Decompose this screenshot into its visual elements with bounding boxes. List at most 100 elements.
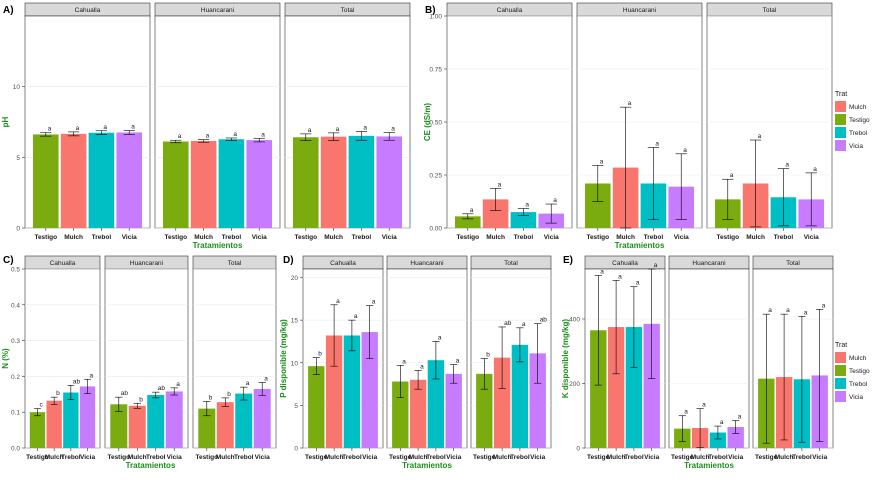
significance-letter: a <box>720 419 724 426</box>
y-axis-title: CE (dS/m) <box>423 103 432 142</box>
bar-vicia <box>361 332 378 448</box>
x-axis-title: Tratamientos <box>402 461 452 470</box>
x-tick-label: Vicia <box>255 454 270 461</box>
significance-letter: a <box>372 299 376 306</box>
bar-trebol <box>218 139 245 228</box>
x-tick-label: Mulch <box>45 454 64 461</box>
significance-letter: a <box>822 302 826 309</box>
x-tick-label: Mulch <box>409 454 428 461</box>
legend-swatch-trebol <box>835 378 846 389</box>
legend-item-label: Testigo <box>849 117 870 124</box>
x-tick-label: Mulch <box>691 454 710 461</box>
x-tick-label: Trebol <box>644 234 664 241</box>
y-tick-label: 0.0 <box>11 446 20 453</box>
x-tick-label: Mulch <box>194 234 213 241</box>
x-tick-label: Testigo <box>294 234 317 241</box>
legend-swatch-mulch <box>835 352 846 363</box>
x-tick-label: Vicia <box>122 234 137 241</box>
bar-vicia <box>79 386 96 448</box>
x-axis-title: Tratamientos <box>684 461 734 470</box>
x-tick-label: Vicia <box>728 454 743 461</box>
significance-letter: a <box>233 131 237 138</box>
x-tick-label: Vicia <box>167 454 182 461</box>
significance-letter: b <box>318 351 322 358</box>
facet-strip-label: Huancarani <box>410 260 443 267</box>
bar-trebol <box>147 395 165 448</box>
facet-huancarani: Huancarani a Testigo a Mulch a Trebol a Vicia <box>154 2 281 241</box>
significance-letter: a <box>525 201 529 208</box>
bar-trebol <box>348 135 375 228</box>
significance-letter: a <box>813 166 817 173</box>
chart-C: C) 0.0 0.1 0.2 0.3 0.4 0.5 N (%) Cahualla c Testig… <box>1 255 277 470</box>
significance-letter: a <box>498 181 502 188</box>
x-tick-label: Testigo <box>755 454 778 461</box>
significance-letter: a <box>786 307 790 314</box>
significance-letter: a <box>618 273 622 280</box>
bar-trebol <box>88 132 115 228</box>
significance-letter: a <box>48 126 52 133</box>
x-tick-label: Mulch <box>216 454 235 461</box>
legend-item-label: Trebol <box>849 130 868 137</box>
x-tick-label: Trebol <box>146 454 166 461</box>
legend-item-label: Vicia <box>849 143 863 150</box>
y-axis-title: K disponible (mg/kg) <box>561 319 570 398</box>
facet-strip-label: Huancarani <box>692 260 725 267</box>
significance-letter: a <box>785 162 789 169</box>
significance-letter: a <box>768 307 772 314</box>
bar-vicia <box>727 427 744 448</box>
significance-letter: c <box>39 402 43 409</box>
significance-letter: a <box>738 414 742 421</box>
legend-swatch-testigo <box>835 114 846 125</box>
y-axis-title: pH <box>1 116 10 127</box>
x-tick-label: Mulch <box>775 454 794 461</box>
facet-total: Total b Testigo ab Mulch a Trebol ab Vicia <box>470 255 552 461</box>
x-tick-label: Vicia <box>252 234 267 241</box>
legend-title: Trat <box>835 342 847 349</box>
significance-letter: a <box>730 172 734 179</box>
x-tick-label: Vicia <box>812 454 827 461</box>
bar-testigo <box>392 381 409 448</box>
x-tick-label: Mulch <box>64 234 83 241</box>
panel-label: D) <box>283 255 294 266</box>
facet-cahualla: Cahualla b Testigo a Mulch a Trebol a Vicia <box>302 255 384 461</box>
bar-mulch <box>128 405 146 448</box>
facet-total: Total a Testigo a Mulch a Trebol a Vicia <box>752 255 834 461</box>
bar-vicia <box>246 140 273 228</box>
bar-vicia <box>445 373 462 448</box>
bar-trebol <box>625 327 643 448</box>
x-tick-label: Testigo <box>473 454 496 461</box>
panel-label: A) <box>3 5 14 16</box>
significance-letter: a <box>391 126 395 133</box>
facet-huancarani: Huancarani a Testigo a Mulch a Trebol a Vicia <box>668 255 750 461</box>
legend-item-label: Mulch <box>849 355 867 362</box>
x-tick-label: Testigo <box>26 454 49 461</box>
significance-letter: a <box>683 147 687 154</box>
x-tick-label: Trebol <box>774 234 794 241</box>
significance-letter: a <box>684 409 688 416</box>
significance-letter: a <box>438 334 442 341</box>
bar-trebol <box>63 392 79 448</box>
facet-cahualla: Cahualla a Testigo a Mulch a Trebol a Vicia <box>584 255 666 461</box>
x-axis-title: Tratamientos <box>615 241 665 250</box>
x-tick-label: Trebol <box>514 234 534 241</box>
y-axis-title: N (%) <box>1 348 10 369</box>
bar-trebol <box>709 432 727 448</box>
facet-strip-label: Total <box>341 7 355 14</box>
bar-trebol <box>235 393 253 448</box>
plot-panel <box>668 268 750 449</box>
significance-letter: b <box>209 394 213 401</box>
bar-trebol <box>511 344 529 448</box>
x-tick-label: Mulch <box>493 454 512 461</box>
significance-letter: ab <box>504 320 512 327</box>
significance-letter: a <box>336 298 340 305</box>
panel-label: E) <box>563 255 573 266</box>
y-tick-label: 0 <box>16 226 20 233</box>
x-tick-label: Testigo <box>389 454 412 461</box>
y-tick-label: 0.4 <box>11 302 20 309</box>
legend-swatch-trebol <box>835 127 846 138</box>
legend-swatch-vicia <box>835 140 846 151</box>
significance-letter: a <box>336 126 340 133</box>
bar-mulch <box>46 400 62 448</box>
facet-huancarani: Huancarani a Testigo a Mulch a Trebol a Vicia <box>576 2 703 241</box>
significance-letter: b <box>56 390 60 397</box>
